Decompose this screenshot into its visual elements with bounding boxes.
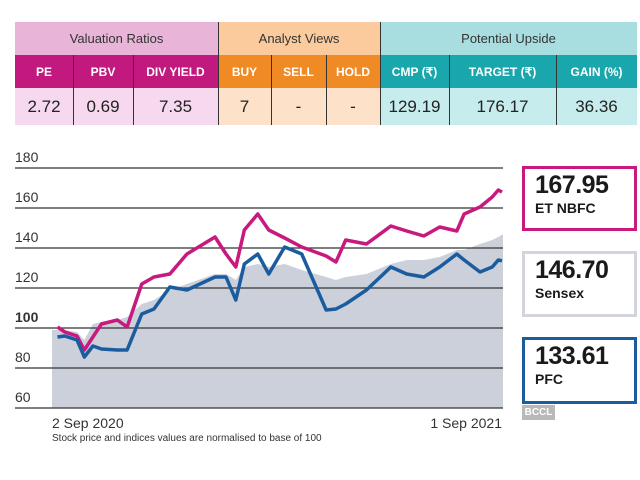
column-value: 7.35 xyxy=(133,88,218,125)
column-value: 129.19 xyxy=(380,88,449,125)
legend-et-nbfc: 167.95 ET NBFC xyxy=(522,166,637,231)
section-divider xyxy=(380,22,381,125)
et-nbfc-label: ET NBFC xyxy=(535,200,596,216)
column-label: SELL xyxy=(271,55,326,88)
column-value: 0.69 xyxy=(73,88,133,125)
section-header: Potential Upside xyxy=(380,22,637,55)
chart-footnote: Stock price and indices values are norma… xyxy=(52,433,322,444)
column-label: DIV YIELD xyxy=(133,55,218,88)
divider xyxy=(556,55,557,125)
column-value: - xyxy=(326,88,380,125)
column-label: TARGET (₹) xyxy=(449,55,556,88)
divider xyxy=(73,55,74,125)
y-tick-label: 180 xyxy=(15,149,39,165)
y-tick-label: 60 xyxy=(15,389,31,405)
y-tick-label: 140 xyxy=(15,229,39,245)
y-tick-label: 80 xyxy=(15,349,31,365)
column-label: GAIN (%) xyxy=(556,55,637,88)
sensex-label: Sensex xyxy=(535,285,585,301)
legend-sensex: 146.70 Sensex xyxy=(522,251,637,317)
sensex-area xyxy=(52,234,503,408)
bccl-credit: BCCL xyxy=(522,405,555,420)
divider xyxy=(326,55,327,125)
column-label: BUY xyxy=(218,55,271,88)
x-tick-label: 2 Sep 2020 xyxy=(52,415,124,431)
column-label: CMP (₹) xyxy=(380,55,449,88)
section-header: Analyst Views xyxy=(218,22,380,55)
et-nbfc-line xyxy=(56,188,503,352)
column-value: - xyxy=(271,88,326,125)
divider xyxy=(449,55,450,125)
x-tick-label: 1 Sep 2021 xyxy=(430,415,502,431)
sensex-value: 146.70 xyxy=(535,256,609,284)
y-tick-label: 120 xyxy=(15,269,39,285)
column-label: PBV xyxy=(73,55,133,88)
column-value: 2.72 xyxy=(15,88,73,125)
divider xyxy=(271,55,272,125)
column-value: 7 xyxy=(218,88,271,125)
column-label: HOLD xyxy=(326,55,380,88)
y-tick-label: 100 xyxy=(15,309,39,325)
divider xyxy=(133,55,134,125)
pfc-line xyxy=(57,245,503,359)
y-tick-label: 160 xyxy=(15,189,39,205)
column-value: 176.17 xyxy=(449,88,556,125)
column-value: 36.36 xyxy=(556,88,637,125)
pfc-label: PFC xyxy=(535,371,563,387)
column-label: PE xyxy=(15,55,73,88)
pfc-value: 133.61 xyxy=(535,342,609,370)
section-divider xyxy=(218,22,219,125)
legend-pfc: 133.61 PFC xyxy=(522,337,637,404)
et-nbfc-value: 167.95 xyxy=(535,171,609,199)
section-header: Valuation Ratios xyxy=(15,22,218,55)
stats-table: Valuation Ratios PE 2.72 PBV 0.69 DIV YIELD 7.… xyxy=(15,22,637,125)
